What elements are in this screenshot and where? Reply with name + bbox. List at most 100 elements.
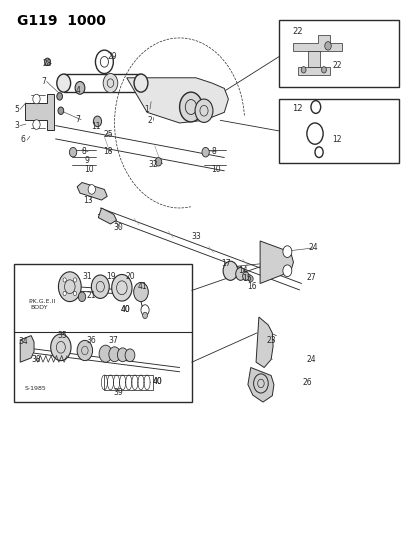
Bar bbox=[279, 20, 399, 87]
Circle shape bbox=[99, 345, 112, 362]
Text: 37: 37 bbox=[109, 336, 119, 345]
Text: 22: 22 bbox=[333, 61, 342, 69]
Text: 18: 18 bbox=[104, 147, 113, 156]
Text: 21: 21 bbox=[86, 290, 96, 300]
Text: 41: 41 bbox=[137, 282, 147, 291]
Circle shape bbox=[283, 246, 292, 257]
Text: 29: 29 bbox=[108, 52, 118, 61]
Circle shape bbox=[322, 67, 326, 73]
Circle shape bbox=[112, 274, 132, 301]
Bar bbox=[14, 264, 192, 402]
Text: 10: 10 bbox=[211, 165, 221, 174]
Text: 26: 26 bbox=[303, 378, 313, 387]
Circle shape bbox=[180, 92, 202, 122]
Text: 25: 25 bbox=[104, 130, 113, 139]
Text: 12: 12 bbox=[333, 135, 342, 144]
Text: 39: 39 bbox=[114, 388, 124, 397]
Text: 40: 40 bbox=[121, 304, 131, 313]
Circle shape bbox=[243, 272, 249, 280]
Circle shape bbox=[63, 292, 66, 296]
Circle shape bbox=[88, 184, 95, 194]
Circle shape bbox=[143, 312, 147, 319]
Text: 27: 27 bbox=[307, 273, 317, 281]
Polygon shape bbox=[256, 317, 273, 368]
Circle shape bbox=[78, 292, 86, 302]
Polygon shape bbox=[127, 78, 228, 123]
Text: 10: 10 bbox=[84, 165, 94, 174]
Circle shape bbox=[63, 278, 66, 282]
Text: 1: 1 bbox=[145, 104, 149, 114]
Polygon shape bbox=[25, 94, 53, 130]
Polygon shape bbox=[260, 241, 293, 284]
Circle shape bbox=[77, 341, 93, 361]
Text: 17: 17 bbox=[221, 259, 231, 268]
Polygon shape bbox=[308, 51, 320, 67]
Text: 40: 40 bbox=[121, 304, 131, 313]
Text: 34: 34 bbox=[19, 337, 28, 346]
Text: 20: 20 bbox=[125, 272, 135, 281]
Text: 13: 13 bbox=[83, 196, 93, 205]
Circle shape bbox=[73, 292, 77, 296]
Text: 9: 9 bbox=[84, 156, 89, 165]
Circle shape bbox=[283, 265, 292, 277]
Circle shape bbox=[134, 282, 148, 302]
Circle shape bbox=[325, 42, 331, 50]
Polygon shape bbox=[20, 336, 34, 362]
Polygon shape bbox=[77, 182, 107, 200]
Text: 14: 14 bbox=[238, 266, 247, 274]
Circle shape bbox=[95, 50, 113, 74]
Text: 24: 24 bbox=[309, 244, 319, 253]
Text: 8: 8 bbox=[212, 147, 217, 156]
Circle shape bbox=[58, 107, 64, 115]
Text: 11: 11 bbox=[91, 122, 101, 131]
Text: 36: 36 bbox=[86, 336, 96, 345]
Circle shape bbox=[51, 334, 71, 361]
Text: 40: 40 bbox=[152, 377, 162, 386]
Polygon shape bbox=[293, 35, 342, 51]
Polygon shape bbox=[98, 208, 117, 224]
Text: 5: 5 bbox=[15, 104, 20, 114]
Circle shape bbox=[73, 278, 77, 282]
Circle shape bbox=[93, 116, 102, 127]
Circle shape bbox=[75, 82, 85, 94]
Polygon shape bbox=[297, 67, 330, 75]
Text: 23: 23 bbox=[266, 336, 276, 345]
Text: 8: 8 bbox=[82, 147, 86, 156]
Circle shape bbox=[69, 148, 77, 157]
Text: 28: 28 bbox=[43, 59, 52, 68]
Circle shape bbox=[44, 58, 50, 66]
Circle shape bbox=[57, 93, 62, 100]
Text: BODY: BODY bbox=[30, 305, 47, 310]
Text: 30: 30 bbox=[114, 223, 124, 232]
Text: S-1985: S-1985 bbox=[24, 386, 46, 391]
Text: 3: 3 bbox=[15, 121, 20, 130]
Circle shape bbox=[195, 99, 213, 123]
Text: 2: 2 bbox=[148, 116, 153, 125]
Circle shape bbox=[109, 347, 120, 362]
Circle shape bbox=[91, 275, 109, 298]
Circle shape bbox=[33, 120, 40, 130]
Text: 40: 40 bbox=[152, 377, 162, 386]
Circle shape bbox=[254, 374, 268, 393]
Text: 19: 19 bbox=[106, 272, 116, 281]
Circle shape bbox=[155, 158, 162, 166]
Circle shape bbox=[33, 94, 40, 104]
Text: 7: 7 bbox=[41, 77, 46, 86]
Circle shape bbox=[58, 272, 81, 302]
Text: 24: 24 bbox=[307, 355, 317, 364]
Text: 4: 4 bbox=[75, 85, 80, 94]
Text: P.K.G.E.II: P.K.G.E.II bbox=[28, 298, 55, 304]
Circle shape bbox=[118, 348, 128, 362]
Circle shape bbox=[22, 344, 30, 354]
Circle shape bbox=[236, 268, 246, 280]
Text: 35: 35 bbox=[58, 331, 67, 340]
Text: 38: 38 bbox=[32, 354, 41, 364]
Text: 32: 32 bbox=[149, 160, 158, 169]
Circle shape bbox=[202, 148, 209, 157]
Circle shape bbox=[57, 74, 71, 92]
Circle shape bbox=[248, 276, 253, 282]
Text: 6: 6 bbox=[21, 135, 25, 144]
Text: 33: 33 bbox=[191, 232, 201, 241]
Text: G119  1000: G119 1000 bbox=[17, 14, 106, 28]
Circle shape bbox=[223, 261, 238, 280]
